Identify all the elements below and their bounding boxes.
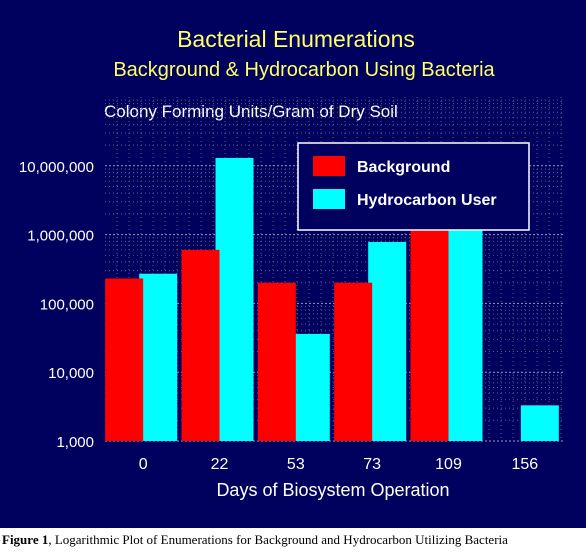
y-tick-label: 100,000: [40, 296, 94, 313]
chart-svg: Bacterial Enumerations Background & Hydr…: [19, 26, 563, 500]
y-axis-label: Colony Forming Units/Gram of Dry Soil: [104, 102, 398, 121]
y-tick-label: 1,000,000: [27, 228, 94, 245]
bar-hydrocarbon-user: [215, 157, 254, 441]
legend: Background Hydrocarbon User: [297, 142, 530, 231]
bar-background: [257, 282, 296, 441]
legend-swatch: [313, 156, 345, 176]
plot-area: 1,000 10,000 100,000 1,000,000 10,000,000 0 22…: [19, 97, 563, 473]
x-axis-label: Days of Biosystem Operation: [216, 480, 449, 500]
bar-background: [334, 282, 373, 441]
bar-hydrocarbon-user: [368, 242, 407, 441]
figure-caption: Figure 1, Logarithmic Plot of Enumeratio…: [0, 528, 586, 552]
y-tick-label: 10,000: [48, 365, 94, 382]
bar-hydrocarbon-user: [444, 229, 483, 441]
bar-background: [181, 249, 220, 441]
y-tick-label: 10,000,000: [19, 159, 94, 176]
bar-background: [410, 229, 449, 441]
x-tick-label: 53: [287, 456, 305, 473]
x-tick-label: 22: [211, 456, 229, 473]
legend-label: Background: [357, 159, 450, 176]
caption-text: , Logarithmic Plot of Enumerations for B…: [48, 532, 508, 547]
bar-background: [105, 278, 144, 441]
x-tick-label: 73: [363, 456, 381, 473]
legend-label: Hydrocarbon User: [357, 192, 497, 209]
bar-hydrocarbon-user: [139, 273, 178, 441]
x-tick-label: 0: [139, 456, 148, 473]
chart-title: Bacterial Enumerations: [177, 26, 415, 52]
bar-hydrocarbon-user: [291, 333, 330, 441]
y-tick-label: 1,000: [56, 434, 94, 451]
x-tick-label: 109: [435, 456, 462, 473]
chart-subtitle: Background & Hydrocarbon Using Bacteria: [113, 59, 495, 81]
caption-label: Figure 1: [2, 532, 49, 547]
chart-panel: Bacterial Enumerations Background & Hydr…: [0, 0, 586, 528]
legend-swatch: [313, 189, 345, 209]
bar-hydrocarbon-user: [520, 405, 559, 441]
x-tick-label: 156: [511, 456, 538, 473]
